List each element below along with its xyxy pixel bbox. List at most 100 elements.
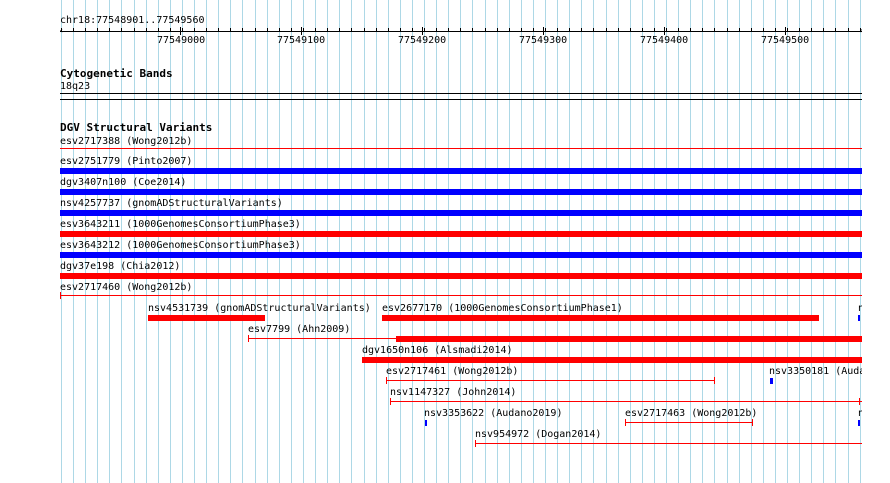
dgv-track-title[interactable]: DGV Structural Variants [60, 121, 213, 134]
feature-label[interactable]: nsv1147327 (John2014) [390, 387, 517, 398]
feature-label[interactable]: nsv4531739 (gnomADStructuralVariants) [148, 303, 371, 314]
feature-line-red[interactable] [60, 148, 862, 149]
feature-label[interactable]: nsv335 [858, 408, 862, 419]
feature-endcap [60, 292, 61, 299]
ruler-tick-mark [315, 28, 316, 32]
feature-line-red[interactable] [390, 401, 862, 402]
feature-label[interactable]: nsv3353622 (Audano2019) [424, 408, 563, 419]
feature-endcap [390, 398, 391, 405]
ruler-tick-mark [218, 28, 219, 32]
feature-line-red[interactable] [625, 422, 753, 423]
ruler-tick-mark [448, 28, 449, 32]
feature-bar-blue[interactable] [858, 420, 860, 426]
feature-bar-red[interactable] [396, 336, 862, 342]
feature-label[interactable]: esv7799 (Ahn2009) [248, 324, 351, 335]
ruler-tick-mark [182, 28, 183, 32]
ruler-tick-mark [835, 28, 836, 32]
ruler-tick-mark [460, 28, 461, 32]
feature-bar-red[interactable] [362, 357, 862, 363]
ruler-major-tick [180, 27, 181, 35]
feature-endcap [386, 377, 387, 384]
feature-label[interactable]: dgv1650n106 (Alsmadi2014) [362, 345, 513, 356]
ruler-tick-mark [654, 28, 655, 32]
feature-line-red[interactable] [386, 380, 715, 381]
feature-label[interactable]: nsv367 [858, 303, 862, 314]
feature-bar-blue[interactable] [60, 252, 862, 258]
ruler-tick-mark [509, 28, 510, 32]
feature-bar-red[interactable] [60, 231, 862, 237]
ruler-tick-mark [751, 28, 752, 32]
ruler-tick-mark [85, 28, 86, 32]
feature-bar-blue[interactable] [60, 168, 862, 174]
feature-label[interactable]: esv3643211 (1000GenomesConsortiumPhase3) [60, 219, 301, 230]
feature-label[interactable]: dgv3407n100 (Coe2014) [60, 177, 187, 188]
feature-bar-red[interactable] [382, 315, 819, 321]
ruler-tick-mark [303, 28, 304, 32]
ruler-tick-mark [364, 28, 365, 32]
feature-label[interactable]: esv2717460 (Wong2012b) [60, 282, 193, 293]
ruler-tick-mark [811, 28, 812, 32]
feature-bar-blue[interactable] [770, 378, 773, 384]
feature-endcap [714, 377, 715, 384]
ruler-tick-label: 77549100 [277, 35, 326, 46]
cytoband-bottom-rule [60, 99, 862, 100]
feature-endcap [625, 419, 626, 426]
feature-bar-blue[interactable] [60, 210, 862, 216]
feature-bar-red[interactable] [148, 315, 265, 321]
feature-label[interactable]: esv3643212 (1000GenomesConsortiumPhase3) [60, 240, 301, 251]
feature-bar-blue[interactable] [425, 420, 427, 426]
ruler-tick-mark [351, 28, 352, 32]
ruler-tick-mark [593, 28, 594, 32]
feature-line-red[interactable] [248, 338, 396, 339]
ruler-tick-mark [497, 28, 498, 32]
ruler-tick-mark [158, 28, 159, 32]
ruler-tick-mark [642, 28, 643, 32]
ruler-tick-mark [763, 28, 764, 32]
ruler-tick-mark [61, 28, 62, 32]
feature-line-red[interactable] [475, 443, 862, 444]
ruler-tick-mark [73, 28, 74, 32]
feature-label[interactable]: esv2717463 (Wong2012b) [625, 408, 758, 419]
feature-bar-blue[interactable] [858, 315, 860, 321]
ruler-tick-mark [436, 28, 437, 32]
feature-label[interactable]: dgv37e198 (Chia2012) [60, 261, 181, 272]
ruler-tick-mark [606, 28, 607, 32]
ruler-tick-mark [206, 28, 207, 32]
feature-endcap [752, 419, 753, 426]
feature-endcap [475, 440, 476, 447]
track-panel: chr18:77548901..77549560 ‹ › 77549000 77… [59, 15, 862, 447]
ruler-tick-mark [678, 28, 679, 32]
cytoband-track-title[interactable]: Cytogenetic Bands [60, 67, 173, 80]
ruler-tick-mark [388, 28, 389, 32]
ruler-tick-label: 77549400 [640, 35, 689, 46]
ruler-tick-mark [242, 28, 243, 32]
ruler-tick-mark [787, 28, 788, 32]
ruler-tick-mark [521, 28, 522, 32]
ruler-tick-mark [666, 28, 667, 32]
feature-line-red[interactable] [60, 295, 862, 296]
feature-label[interactable]: esv2677170 (1000GenomesConsortiumPhase1) [382, 303, 623, 314]
ruler-tick-mark [702, 28, 703, 32]
ruler-tick-mark [860, 28, 861, 32]
feature-label[interactable]: esv2751779 (Pinto2007) [60, 156, 193, 167]
feature-label[interactable]: nsv954972 (Dogan2014) [475, 429, 602, 440]
cytoband-top-rule [60, 93, 862, 94]
feature-label[interactable]: nsv4257737 (gnomADStructuralVariants) [60, 198, 283, 209]
ruler-tick-mark [581, 28, 582, 32]
ruler-major-tick [664, 27, 665, 35]
ruler-tick-mark [327, 28, 328, 32]
ruler-tick-mark [412, 28, 413, 32]
ruler-tick-mark [485, 28, 486, 32]
feature-label[interactable]: esv2717388 (Wong2012b) [60, 136, 193, 147]
ruler-tick-mark [121, 28, 122, 32]
feature-endcap [248, 335, 249, 342]
ruler-tick-mark [255, 28, 256, 32]
feature-label[interactable]: nsv3350181 (Audano20 [769, 366, 862, 377]
feature-bar-blue[interactable] [60, 189, 862, 195]
ruler-major-tick [422, 27, 423, 35]
feature-label[interactable]: esv2717461 (Wong2012b) [386, 366, 519, 377]
ruler-tick-mark [714, 28, 715, 32]
ruler-tick-mark [823, 28, 824, 32]
feature-bar-red[interactable] [60, 273, 862, 279]
ruler-tick-mark [727, 28, 728, 32]
